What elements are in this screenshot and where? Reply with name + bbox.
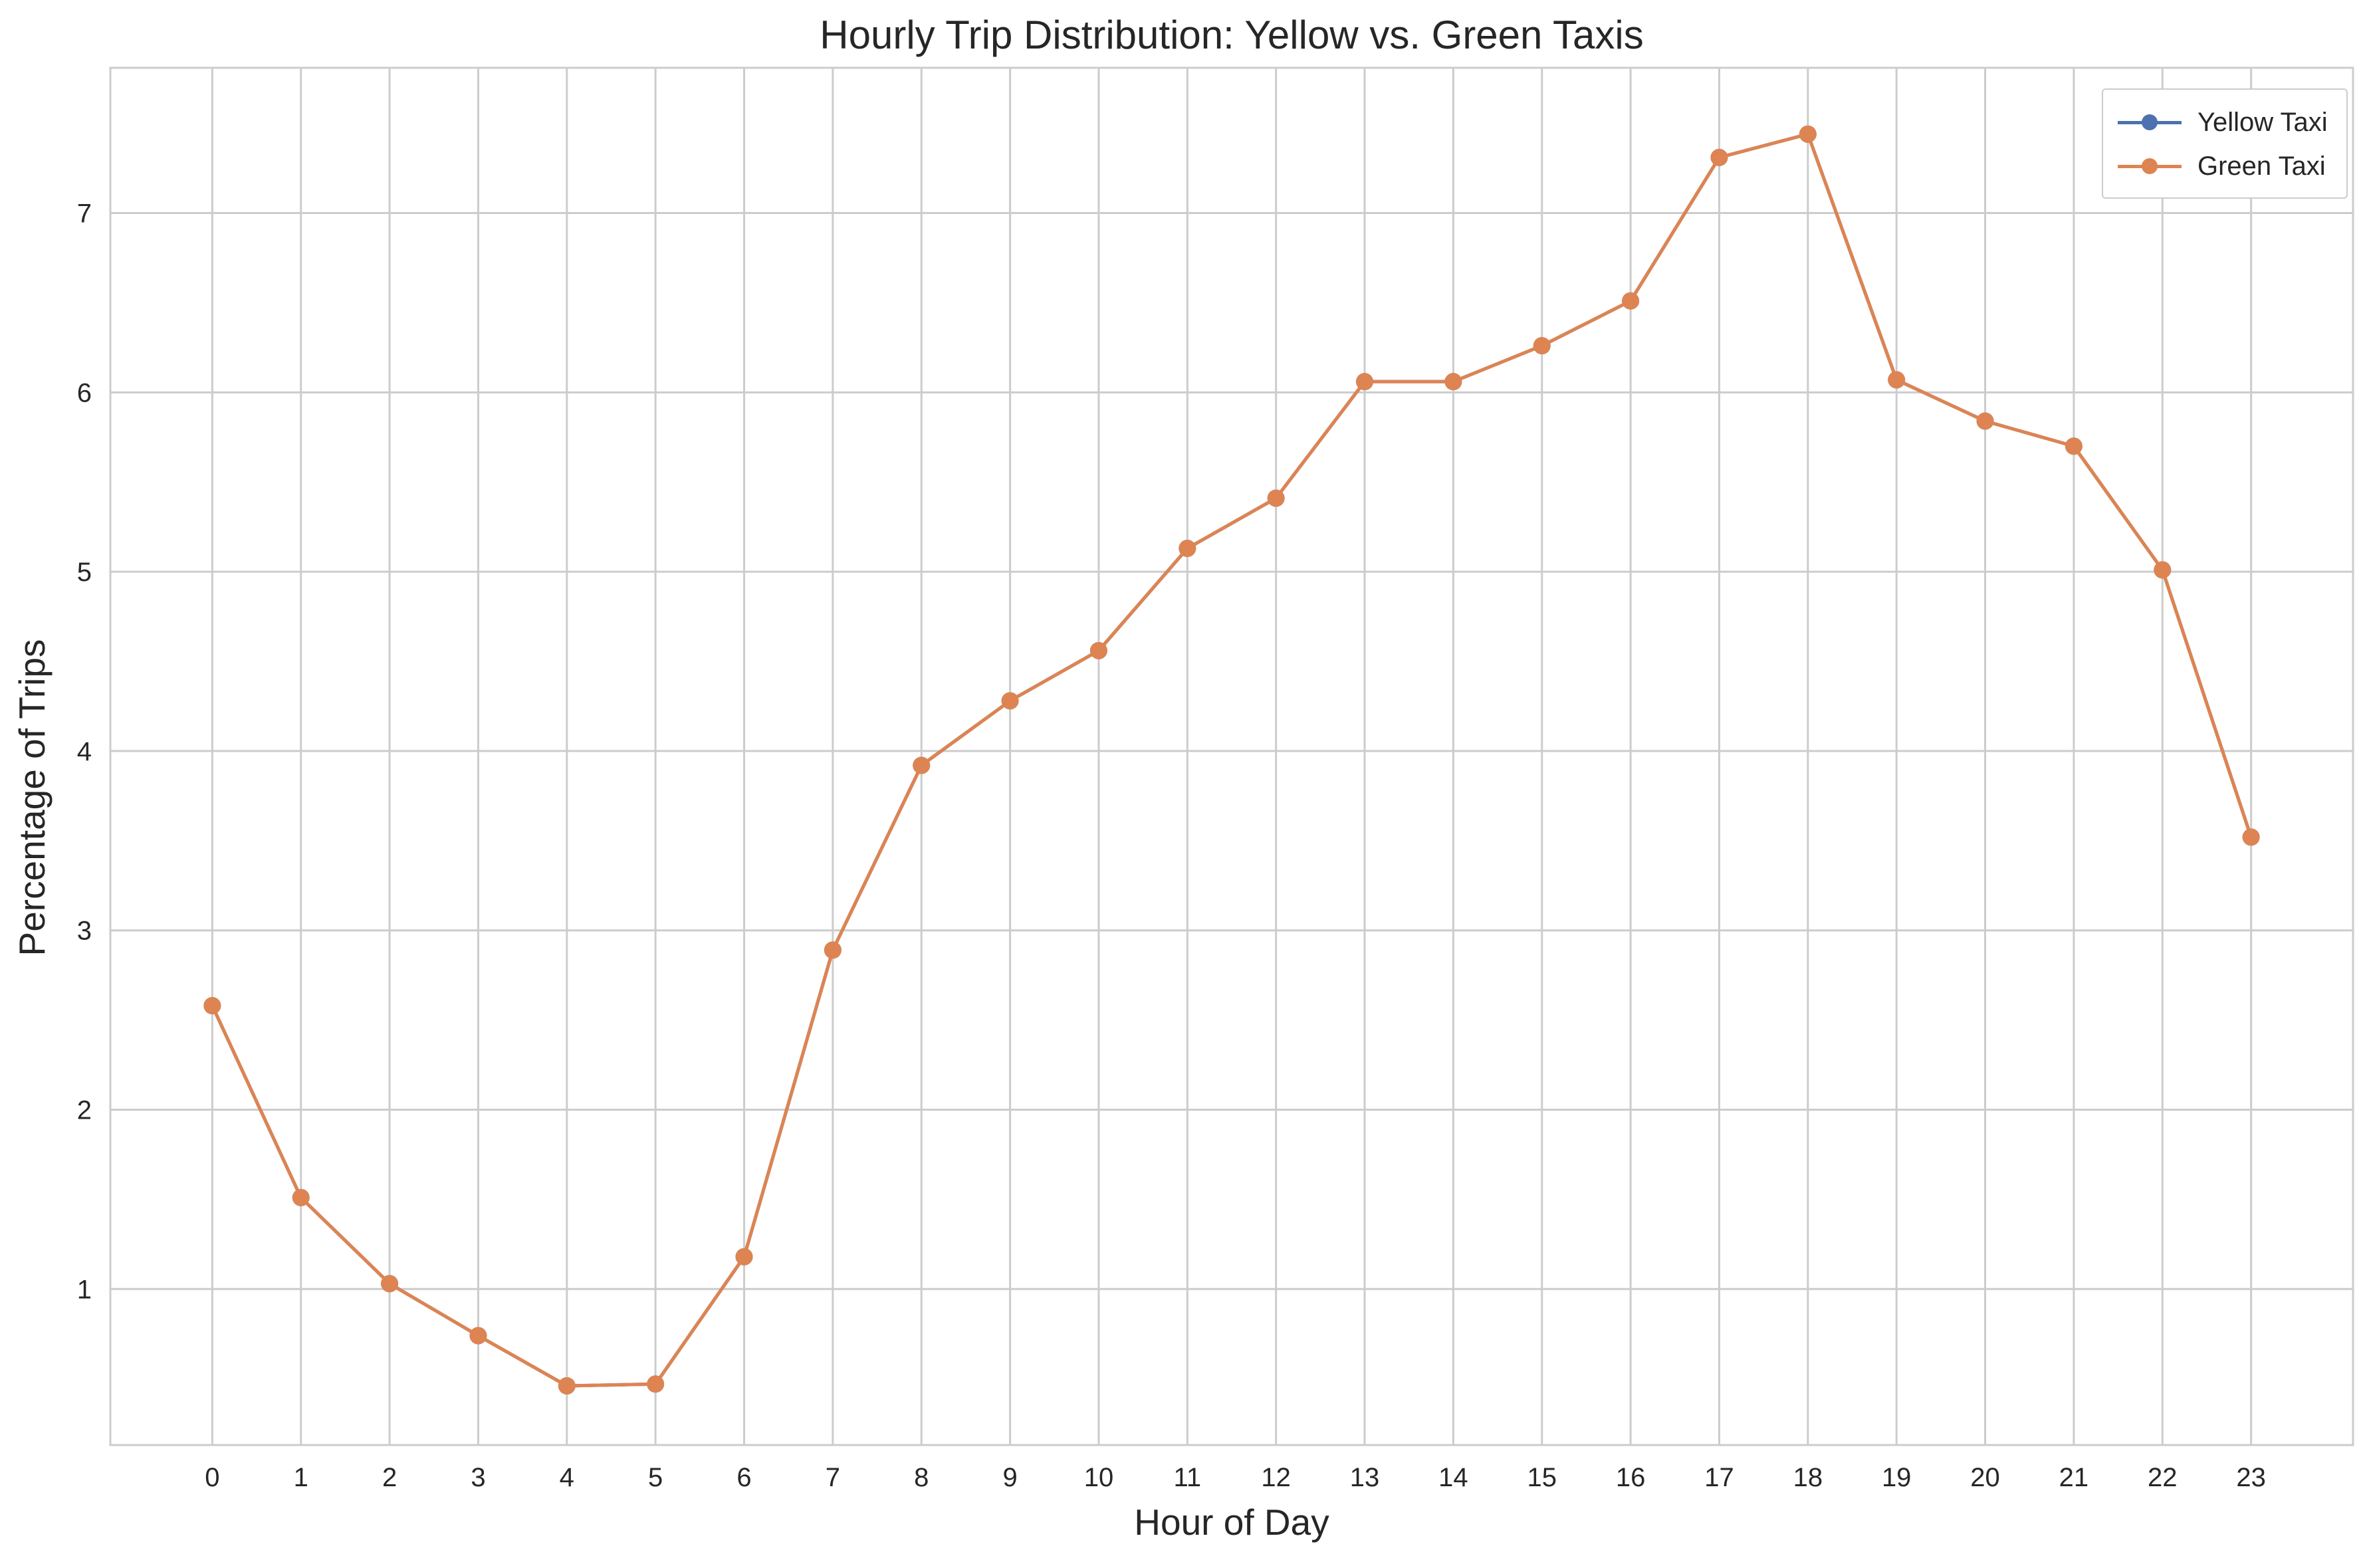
- x-tick-label: 16: [1616, 1463, 1646, 1492]
- x-tick-label: 7: [826, 1463, 840, 1492]
- x-tick-label: 11: [1174, 1463, 1202, 1492]
- legend-swatch: [2118, 114, 2182, 130]
- legend-swatch: [2118, 158, 2182, 174]
- axes-frame: [109, 66, 2354, 1446]
- x-tick-label: 13: [1350, 1463, 1380, 1492]
- y-tick-label: 3: [77, 917, 92, 946]
- y-tick-label: 5: [77, 558, 92, 587]
- x-tick-label: 12: [1261, 1463, 1291, 1492]
- series-line-1: [211, 132, 2253, 1388]
- series-1-point: [735, 1248, 753, 1266]
- series-1-point: [647, 1375, 665, 1393]
- series-1-point: [913, 756, 931, 774]
- legend-marker: [2142, 114, 2158, 130]
- y-tick-label: 1: [77, 1275, 92, 1304]
- series-1-point: [2242, 828, 2260, 846]
- series-1-point: [1533, 337, 1551, 355]
- x-tick-label: 15: [1527, 1463, 1557, 1492]
- series-1-point: [469, 1327, 487, 1345]
- x-tick-label: 2: [382, 1463, 397, 1492]
- x-tick-label: 3: [471, 1463, 485, 1492]
- x-tick-label: 10: [1084, 1463, 1114, 1492]
- series-1-point: [292, 1188, 310, 1206]
- x-tick-label: 18: [1793, 1463, 1823, 1492]
- x-tick-label: 22: [2148, 1463, 2178, 1492]
- legend-label: Green Taxi: [2197, 151, 2326, 181]
- x-tick-label: 21: [2059, 1463, 2089, 1492]
- series-1-point: [2065, 437, 2082, 455]
- x-tick-label: 0: [205, 1463, 219, 1492]
- legend-label: Yellow Taxi: [2197, 107, 2328, 137]
- series-1-point: [558, 1377, 576, 1395]
- x-tick-label: 1: [294, 1463, 308, 1492]
- series-1-point: [1356, 373, 1374, 391]
- y-axis-label: Percentage of Trips: [11, 639, 53, 956]
- x-tick-label: 17: [1704, 1463, 1734, 1492]
- series-1-point: [381, 1275, 399, 1293]
- x-tick-label: 9: [1002, 1463, 1017, 1492]
- series-1-point: [1179, 540, 1196, 558]
- series-1-point: [1444, 373, 1462, 391]
- x-tick-label: 5: [648, 1463, 663, 1492]
- legend-item: Green Taxi: [2118, 144, 2332, 188]
- x-axis-label: Hour of Day: [1134, 1502, 1329, 1543]
- series-1-point: [1799, 125, 1817, 143]
- series-1-point: [1622, 292, 1640, 310]
- series-line-0: [211, 132, 2253, 1388]
- y-tick-label: 4: [77, 737, 92, 766]
- x-tick-label: 6: [736, 1463, 751, 1492]
- series-1-point: [1001, 692, 1019, 710]
- series-1-point: [1976, 412, 1994, 430]
- x-tick-label: 14: [1438, 1463, 1468, 1492]
- series-1-point: [2154, 561, 2172, 579]
- series-1-point: [1710, 148, 1728, 166]
- series-1-point: [1267, 489, 1285, 507]
- series-1-point: [1888, 371, 1906, 389]
- y-tick-label: 7: [77, 199, 92, 229]
- series-1-point: [824, 941, 842, 959]
- x-tick-label: 19: [1882, 1463, 1912, 1492]
- x-tick-label: 23: [2236, 1463, 2266, 1492]
- legend-marker: [2142, 158, 2158, 174]
- y-tick-label: 2: [77, 1095, 92, 1125]
- x-tick-label: 4: [560, 1463, 574, 1492]
- x-tick-label: 20: [1970, 1463, 2000, 1492]
- y-tick-label: 6: [77, 378, 92, 407]
- legend: Yellow Taxi Green Taxi: [2102, 88, 2348, 199]
- chart-title: Hourly Trip Distribution: Yellow vs. Gre…: [820, 13, 1644, 57]
- legend-item: Yellow Taxi: [2118, 100, 2332, 144]
- x-tick-label: 8: [914, 1463, 929, 1492]
- series-1-point: [203, 997, 221, 1015]
- series-1-point: [1089, 641, 1107, 659]
